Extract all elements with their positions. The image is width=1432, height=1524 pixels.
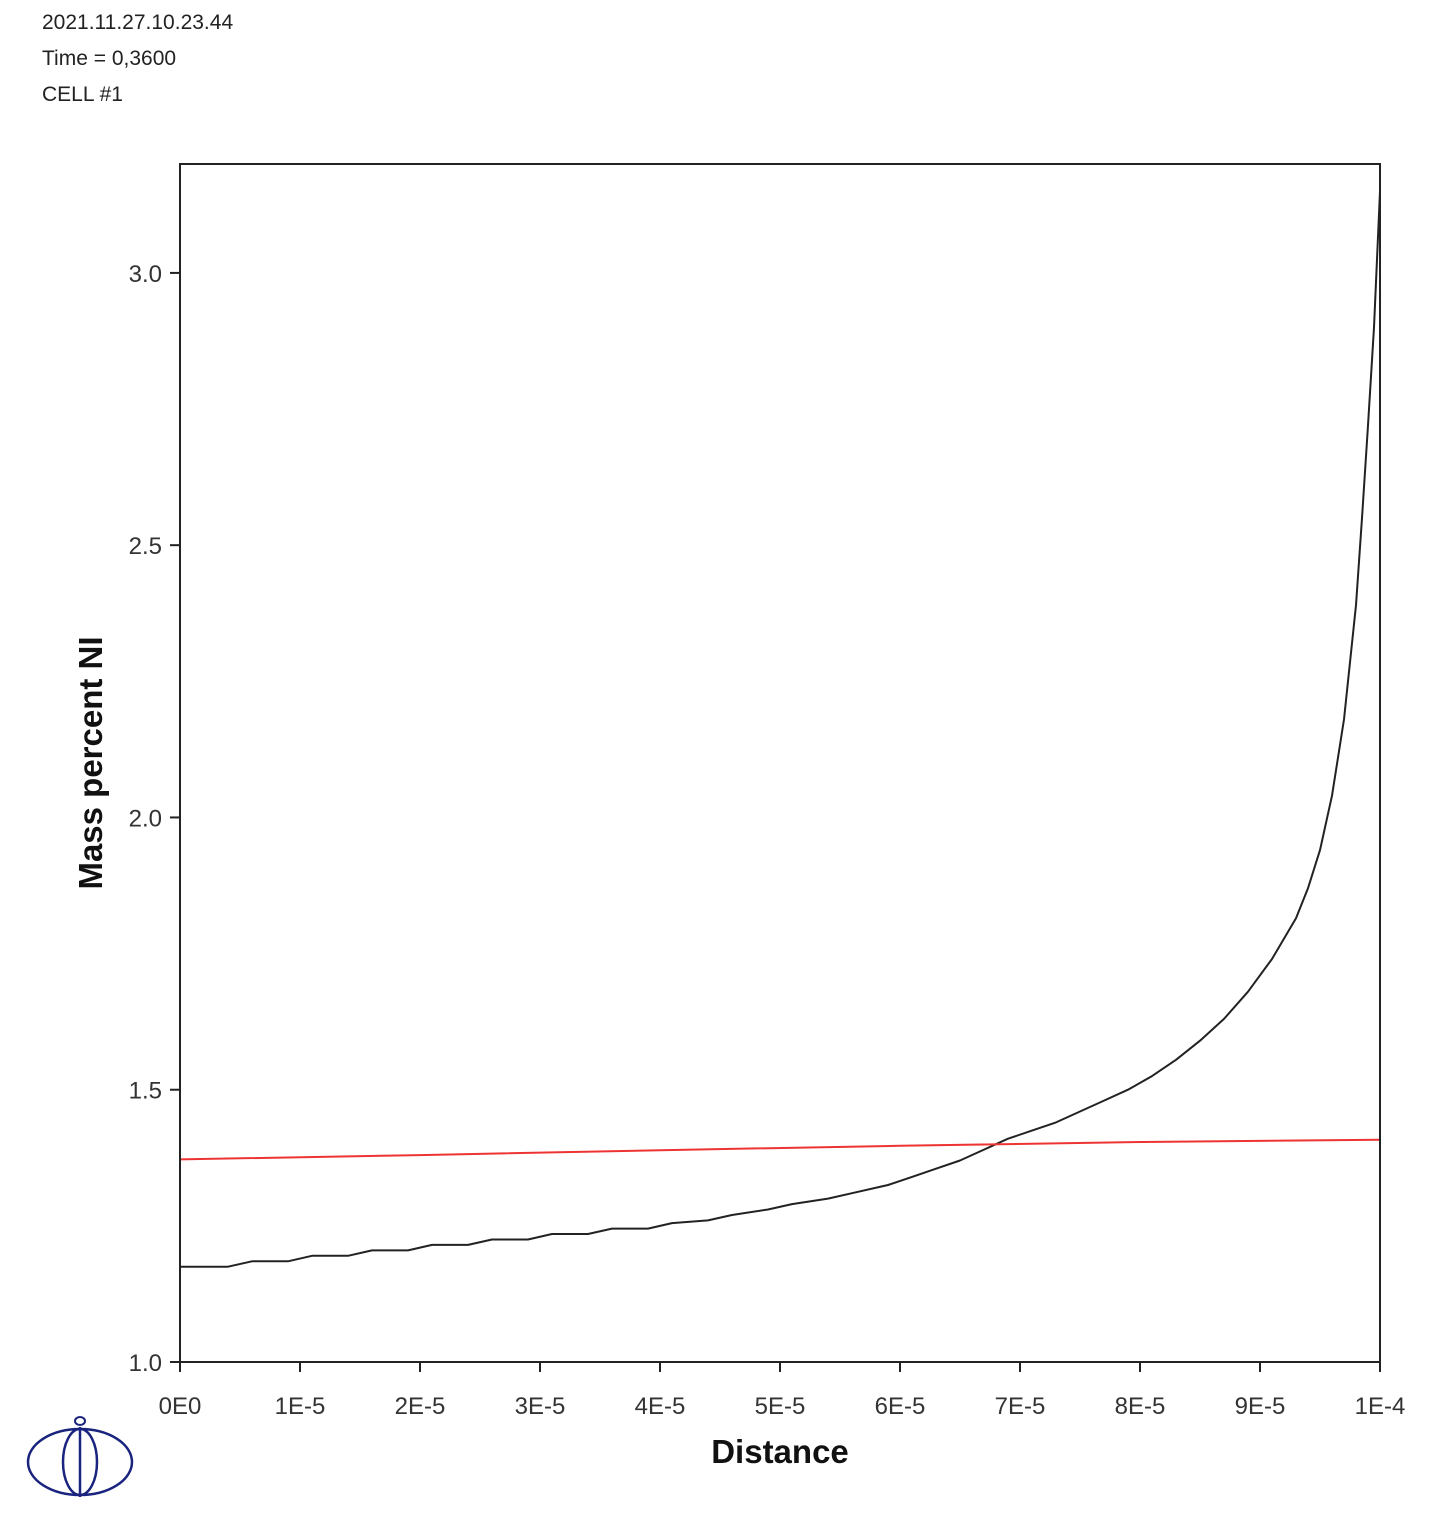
y-tick-label: 1.0 — [129, 1350, 162, 1377]
series-line-2 — [179, 1138, 1381, 1161]
cell-label: CELL #1 — [42, 83, 123, 106]
time-label: Time = 0,3600 — [42, 47, 177, 70]
y-tick-label: 1.5 — [129, 1078, 162, 1105]
x-tick-label: 1E-5 — [275, 1393, 326, 1420]
logo-icon — [26, 1416, 134, 1497]
x-tick-label: 9E-5 — [1235, 1393, 1286, 1420]
y-tick-label: 2.0 — [129, 805, 162, 832]
x-tick-label: 5E-5 — [755, 1393, 806, 1420]
x-tick-label: 4E-5 — [635, 1393, 686, 1420]
x-axis-title: Distance — [711, 1433, 849, 1470]
series-group — [179, 191, 1381, 1268]
x-tick-label: 6E-5 — [875, 1393, 926, 1420]
timestamp-label: 2021.11.27.10.23.44 — [42, 11, 234, 34]
x-tick-label: 1E-4 — [1355, 1393, 1406, 1420]
y-tick-label: 3.0 — [129, 261, 162, 288]
x-tick-label: 2E-5 — [395, 1393, 446, 1420]
y-axis-title: Mass percent NI — [72, 636, 109, 889]
plot-frame — [179, 163, 1381, 1363]
y-tick-label: 2.5 — [129, 533, 162, 560]
ticks-group: 0E0 1E-5 2E-5 3E-5 4E-5 5E-5 6E-5 7E-5 8E-5 9E-5 1… — [129, 261, 1406, 1420]
series-line-1 — [180, 191, 1381, 1268]
x-tick-label: 0E0 — [159, 1393, 202, 1420]
x-tick-label: 7E-5 — [995, 1393, 1046, 1420]
x-tick-label: 3E-5 — [515, 1393, 566, 1420]
x-tick-label: 8E-5 — [1115, 1393, 1166, 1420]
